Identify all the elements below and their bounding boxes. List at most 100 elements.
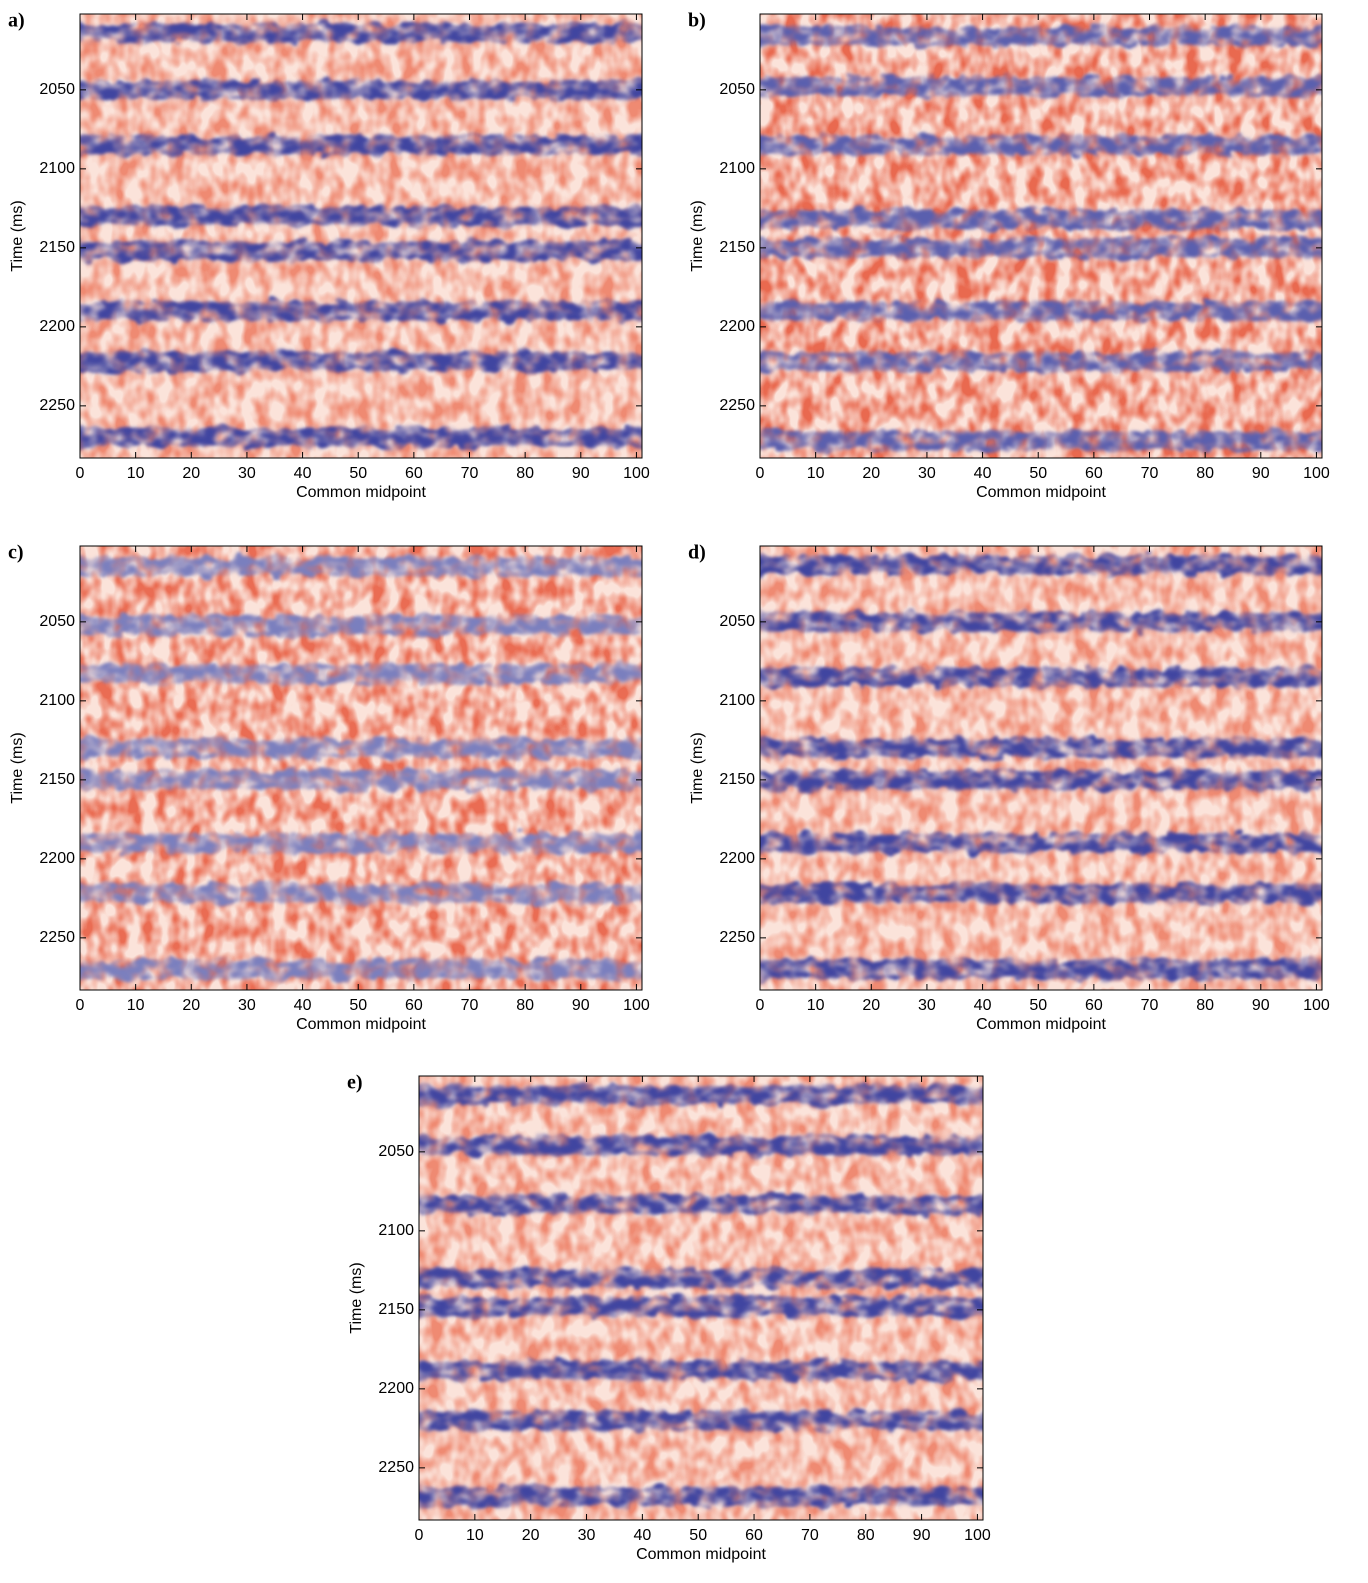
- reflector: [80, 301, 642, 321]
- x-tick-label: 20: [182, 997, 200, 1014]
- x-tick-label: 20: [522, 1527, 540, 1544]
- reflector: [760, 667, 1322, 687]
- x-tick-label: 30: [238, 465, 256, 482]
- x-tick-label: 60: [1085, 997, 1103, 1014]
- y-tick-label: 2200: [39, 318, 75, 335]
- plot-frame: [79, 13, 643, 459]
- reflector: [80, 135, 642, 155]
- x-tick-label: 90: [1252, 465, 1270, 482]
- reflector: [419, 1486, 983, 1506]
- reflector: [80, 833, 642, 853]
- reflector: [419, 1194, 983, 1214]
- x-axis-label: Common midpoint: [976, 484, 1106, 501]
- y-tick-label: 2100: [378, 1222, 414, 1239]
- reflector: [760, 238, 1322, 258]
- y-tick-label: 2200: [719, 318, 755, 335]
- x-tick-label: 90: [1252, 997, 1270, 1014]
- y-tick-label: 2150: [39, 239, 75, 256]
- reflector: [760, 26, 1322, 46]
- x-tick-label: 10: [127, 465, 145, 482]
- x-tick-label: 40: [974, 465, 992, 482]
- y-tick-label: 2250: [378, 1459, 414, 1476]
- reflector: [760, 135, 1322, 155]
- y-tick-label: 2200: [378, 1380, 414, 1397]
- y-tick-label: 2150: [378, 1301, 414, 1318]
- x-axis-label: Common midpoint: [296, 1016, 426, 1033]
- reflector: [80, 427, 642, 447]
- y-axis-label: Time (ms): [9, 732, 26, 803]
- x-tick-label: 90: [572, 465, 590, 482]
- x-tick-label: 90: [572, 997, 590, 1014]
- plot-frame: [759, 545, 1323, 991]
- seismic-panel: [760, 14, 1322, 458]
- x-tick-label: 70: [461, 997, 479, 1014]
- x-tick-label: 10: [127, 997, 145, 1014]
- reflector: [419, 1410, 983, 1430]
- reflector: [419, 1360, 983, 1380]
- seismic-panel: [80, 14, 642, 458]
- reflector: [760, 833, 1322, 853]
- reflector: [760, 352, 1322, 372]
- x-tick-label: 80: [1196, 465, 1214, 482]
- reflector: [760, 431, 1322, 451]
- x-tick-label: 20: [862, 465, 880, 482]
- x-tick-label: 100: [1303, 465, 1330, 482]
- y-axis-label: Time (ms): [348, 1262, 365, 1333]
- y-tick-label: 2100: [39, 692, 75, 709]
- y-tick-label: 2250: [39, 397, 75, 414]
- x-tick-label: 60: [405, 465, 423, 482]
- x-tick-label: 50: [689, 1527, 707, 1544]
- y-tick-label: 2200: [719, 850, 755, 867]
- x-axis-label: Common midpoint: [636, 1546, 766, 1563]
- panel-label: c): [8, 542, 24, 564]
- panel-label: a): [8, 10, 25, 32]
- x-tick-label: 70: [1141, 997, 1159, 1014]
- x-tick-label: 40: [633, 1527, 651, 1544]
- seismic-panel: [419, 1076, 983, 1520]
- x-tick-label: 10: [466, 1527, 484, 1544]
- x-tick-label: 50: [1029, 997, 1047, 1014]
- x-tick-label: 70: [801, 1527, 819, 1544]
- y-tick-label: 2050: [378, 1143, 414, 1160]
- x-tick-label: 100: [1303, 997, 1330, 1014]
- x-tick-label: 10: [807, 997, 825, 1014]
- y-tick-label: 2250: [719, 397, 755, 414]
- x-tick-label: 40: [294, 997, 312, 1014]
- reflector: [419, 1136, 983, 1156]
- y-tick-label: 2050: [719, 613, 755, 630]
- reflector: [760, 301, 1322, 321]
- x-tick-label: 0: [756, 465, 765, 482]
- reflector: [80, 206, 642, 226]
- x-axis-label: Common midpoint: [296, 484, 426, 501]
- x-tick-label: 70: [1141, 465, 1159, 482]
- x-tick-label: 60: [1085, 465, 1103, 482]
- x-tick-label: 0: [415, 1527, 424, 1544]
- reflector: [760, 959, 1322, 979]
- x-tick-label: 50: [349, 465, 367, 482]
- reflector: [80, 557, 642, 577]
- x-tick-label: 90: [913, 1527, 931, 1544]
- y-axis-label: Time (ms): [9, 200, 26, 271]
- x-tick-label: 100: [623, 997, 650, 1014]
- x-tick-label: 0: [76, 997, 85, 1014]
- y-tick-label: 2100: [719, 692, 755, 709]
- x-axis-label: Common midpoint: [976, 1016, 1106, 1033]
- reflector: [760, 738, 1322, 758]
- x-tick-label: 30: [578, 1527, 596, 1544]
- y-axis-label: Time (ms): [689, 200, 706, 271]
- x-tick-label: 40: [974, 997, 992, 1014]
- reflector: [80, 770, 642, 790]
- reflector: [419, 1297, 983, 1317]
- x-tick-label: 30: [918, 997, 936, 1014]
- panel-label: e): [347, 1072, 363, 1094]
- y-tick-label: 2100: [39, 160, 75, 177]
- x-tick-label: 100: [623, 465, 650, 482]
- x-tick-label: 80: [516, 465, 534, 482]
- y-tick-label: 2050: [719, 81, 755, 98]
- seismic-panel: [80, 546, 642, 990]
- panel-label: d): [688, 542, 706, 564]
- reflector: [760, 770, 1322, 790]
- y-tick-label: 2250: [719, 929, 755, 946]
- x-tick-label: 20: [862, 997, 880, 1014]
